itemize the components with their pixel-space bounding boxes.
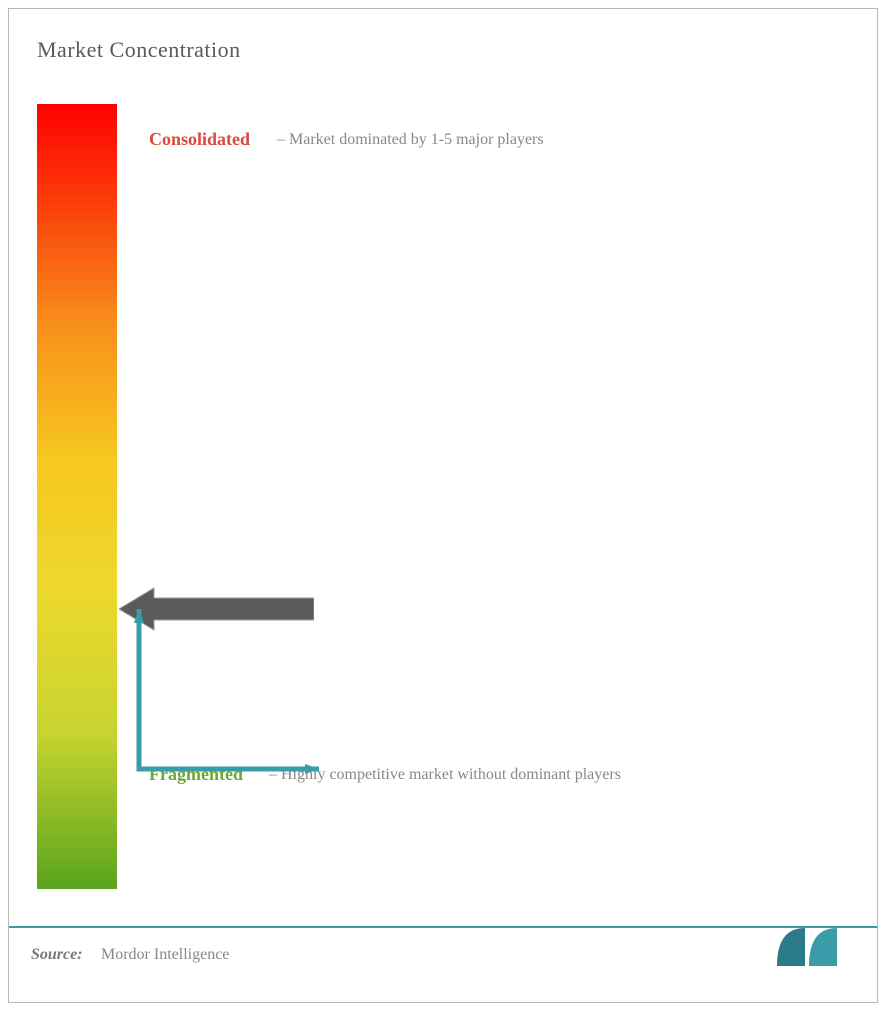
chart-container: Market Concentration Consolidated – Mark… <box>8 8 878 1003</box>
footer-divider <box>9 926 877 928</box>
indicator-bracket-icon <box>134 609 319 784</box>
mordor-logo-icon <box>767 920 847 974</box>
concentration-gradient-bar <box>37 104 117 889</box>
fragmented-description: – Highly competitive market without domi… <box>269 766 621 784</box>
source-label: Source: <box>31 946 83 964</box>
consolidated-description: – Market dominated by 1-5 major players <box>277 131 544 149</box>
consolidated-label: Consolidated <box>149 129 250 150</box>
chart-title: Market Concentration <box>37 37 241 63</box>
source-value: Mordor Intelligence <box>101 946 229 964</box>
